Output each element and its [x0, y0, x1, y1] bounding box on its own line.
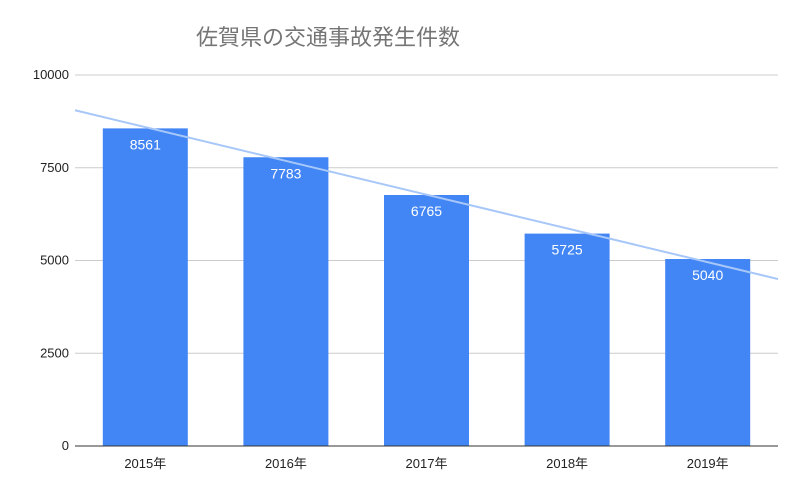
data-label: 7783	[270, 165, 301, 181]
data-label: 5040	[692, 267, 723, 283]
data-label: 5725	[552, 242, 583, 258]
data-label: 6765	[411, 203, 442, 219]
x-tick-label: 2016年	[265, 456, 307, 471]
x-tick-label: 2017年	[406, 456, 448, 471]
trendline	[74, 109, 779, 281]
bar	[243, 157, 329, 446]
x-tick-label: 2019年	[687, 456, 729, 471]
chart-title: 佐賀県の交通事故発生件数	[196, 26, 461, 51]
x-tick-label: 2015年	[124, 456, 166, 471]
bar	[524, 233, 610, 446]
x-tick-label: 2018年	[546, 456, 588, 471]
y-tick-label: 0	[62, 438, 69, 453]
bar	[102, 128, 188, 446]
y-tick-label: 5000	[40, 253, 69, 268]
y-tick-label: 10000	[33, 67, 69, 82]
data-label: 8561	[130, 136, 161, 152]
y-tick-label: 7500	[40, 160, 69, 175]
y-tick-label: 2500	[40, 345, 69, 360]
bar	[665, 259, 751, 446]
bar	[384, 195, 469, 446]
